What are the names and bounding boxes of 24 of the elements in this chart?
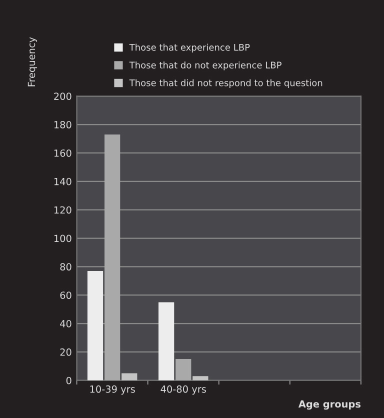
bar [122,373,138,380]
y-axis-title: Frequency [28,37,38,86]
y-tick-label: 40 [60,320,72,328]
bar [192,376,208,380]
x-axis-title: Age groups [298,400,360,410]
bar [158,302,174,380]
legend-label: Those that experience LBP [129,44,250,52]
y-tick-label: 140 [54,178,72,186]
y-tick-label: 0 [66,376,72,384]
y-tick-label: 20 [60,348,72,356]
x-tick-label: 10-39 yrs [90,385,135,395]
y-tick-label: 200 [54,92,72,100]
y-tick-label: 160 [54,149,72,157]
y-tick-label: 100 [54,234,72,242]
bar [176,359,192,380]
y-tick-label: 120 [54,206,72,214]
x-tick-label: 40-80 yrs [160,385,206,395]
legend-label: Those that did not respond to the question [129,79,322,88]
bar [104,134,120,380]
y-tick-label: 60 [60,292,72,299]
y-tick-label: 80 [60,263,72,271]
y-tick-label: 180 [54,121,72,128]
legend-label: Those that do not experience LBP [129,62,282,70]
bar [87,270,104,380]
